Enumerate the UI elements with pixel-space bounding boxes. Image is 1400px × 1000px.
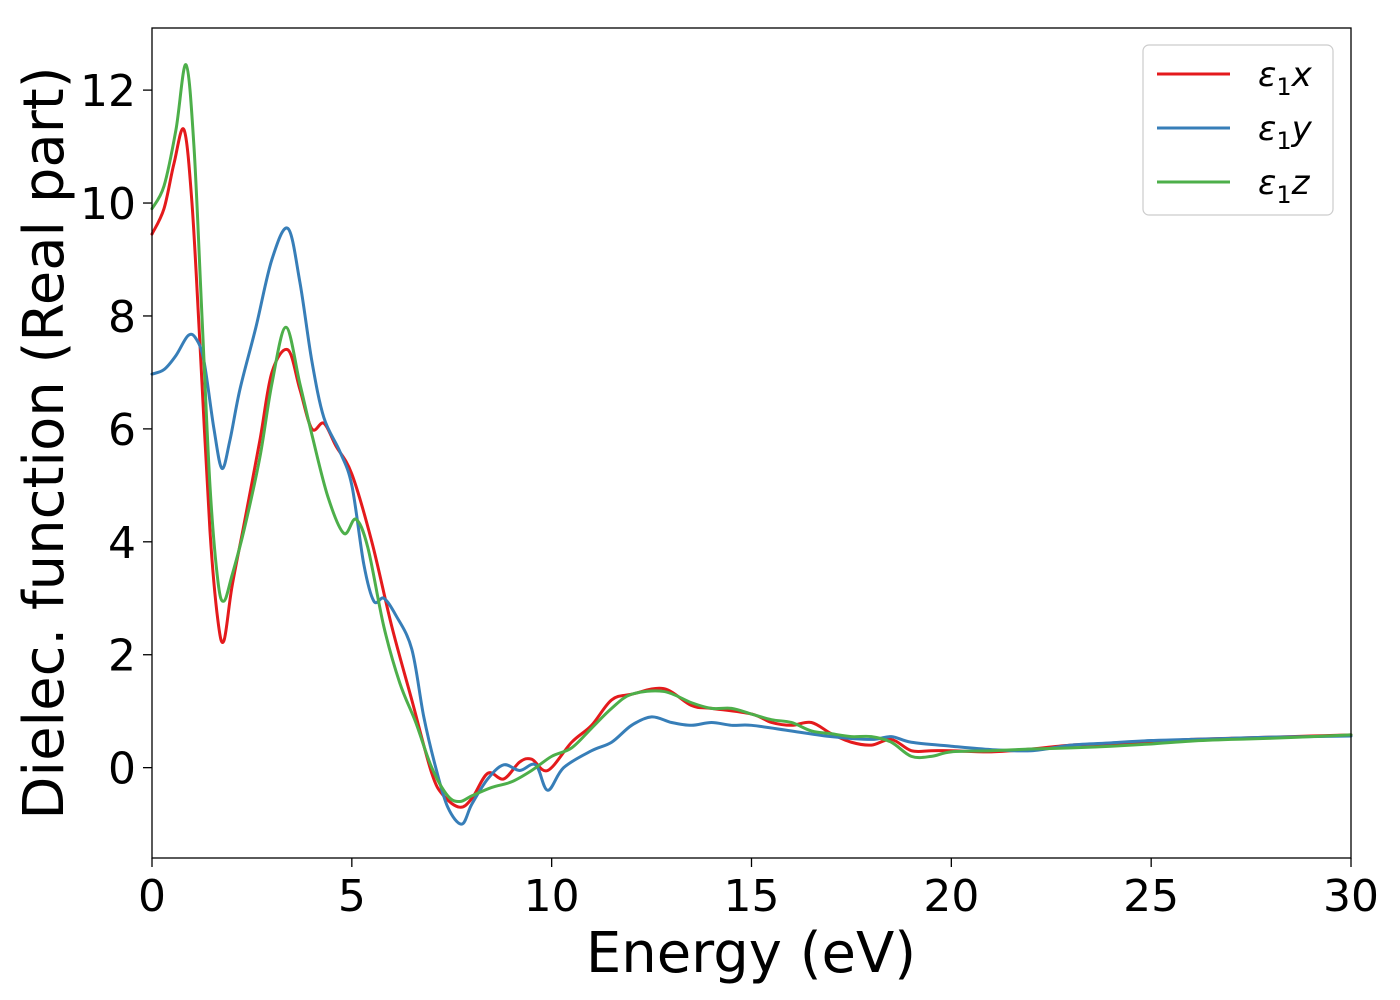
series-layer	[150, 63, 1353, 826]
legend-label-1: ε1y	[1258, 109, 1313, 155]
x-tick-label: 0	[138, 871, 166, 922]
x-tick-label: 20	[923, 871, 979, 922]
x-tick-label: 25	[1123, 871, 1179, 922]
x-tick-label: 30	[1323, 871, 1379, 922]
x-axis-ticks: 0 5 10 15 20 25 30	[138, 858, 1379, 922]
y-tick-label: 2	[108, 631, 136, 682]
y-axis-ticks: 0 2 4 6 8 10 12	[80, 66, 152, 795]
y-axis-label: Dielec. function (Real part)	[12, 66, 77, 819]
y-tick-label: 0	[108, 744, 136, 795]
x-tick-label: 5	[338, 871, 366, 922]
series-line-1	[150, 226, 1353, 826]
x-axis-label: Energy (eV)	[586, 921, 916, 986]
y-tick-label: 6	[108, 405, 136, 456]
legend-box	[1142, 44, 1334, 216]
series-line-2	[150, 63, 1353, 804]
legend-label-0: ε1x	[1258, 55, 1313, 101]
y-tick-label: 12	[80, 66, 136, 117]
legend: ε1x ε1y ε1z	[1142, 44, 1334, 216]
x-tick-label: 15	[724, 871, 780, 922]
legend-label-2: ε1z	[1258, 163, 1311, 209]
x-tick-label: 10	[524, 871, 580, 922]
y-tick-label: 4	[108, 518, 136, 569]
y-tick-label: 10	[80, 179, 136, 230]
y-tick-label: 8	[108, 292, 136, 343]
